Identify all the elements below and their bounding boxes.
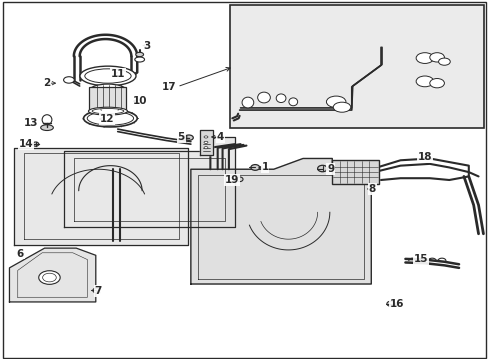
Ellipse shape [242, 97, 253, 108]
Text: 12: 12 [100, 114, 114, 124]
Text: 7: 7 [94, 286, 102, 296]
Ellipse shape [236, 177, 243, 181]
Bar [331, 160, 378, 184]
Ellipse shape [250, 165, 259, 170]
Ellipse shape [288, 98, 297, 106]
Ellipse shape [33, 142, 39, 146]
Text: 6: 6 [17, 248, 24, 258]
Polygon shape [14, 148, 188, 244]
Ellipse shape [429, 53, 444, 62]
Text: 11: 11 [110, 69, 125, 79]
Text: 10: 10 [132, 96, 146, 106]
Ellipse shape [80, 66, 136, 86]
Ellipse shape [415, 53, 433, 63]
Ellipse shape [429, 78, 444, 88]
Ellipse shape [39, 271, 60, 284]
Ellipse shape [184, 135, 193, 140]
Polygon shape [199, 130, 212, 155]
Ellipse shape [332, 102, 350, 112]
Text: 16: 16 [388, 299, 403, 309]
Text: 1: 1 [261, 162, 268, 172]
Ellipse shape [203, 136, 207, 138]
Polygon shape [9, 248, 96, 302]
Ellipse shape [63, 77, 74, 83]
Bar [89, 87, 126, 112]
Ellipse shape [317, 165, 327, 172]
Ellipse shape [438, 58, 449, 65]
Ellipse shape [257, 92, 270, 103]
Polygon shape [64, 137, 234, 226]
Ellipse shape [89, 84, 126, 96]
Ellipse shape [93, 288, 100, 293]
Text: 2: 2 [43, 78, 51, 88]
Ellipse shape [88, 107, 127, 115]
Ellipse shape [42, 273, 56, 282]
Polygon shape [190, 158, 370, 284]
Text: 5: 5 [177, 132, 184, 142]
Text: 3: 3 [143, 41, 150, 50]
Ellipse shape [203, 147, 207, 149]
Ellipse shape [42, 115, 52, 125]
Ellipse shape [276, 94, 285, 103]
Text: 4: 4 [216, 132, 224, 142]
Ellipse shape [203, 141, 207, 143]
Text: 18: 18 [417, 152, 431, 162]
Ellipse shape [92, 108, 123, 114]
Ellipse shape [135, 57, 144, 62]
Ellipse shape [326, 96, 345, 108]
Ellipse shape [136, 52, 143, 57]
Ellipse shape [41, 125, 53, 131]
Ellipse shape [386, 301, 394, 306]
Text: 19: 19 [224, 175, 239, 185]
Bar [229, 5, 484, 128]
Text: 17: 17 [161, 82, 176, 92]
Text: 8: 8 [368, 184, 375, 194]
Ellipse shape [84, 69, 131, 83]
Text: 14: 14 [19, 139, 33, 149]
Text: 13: 13 [23, 118, 38, 128]
Text: 9: 9 [326, 164, 334, 174]
Ellipse shape [415, 76, 433, 87]
Text: 15: 15 [413, 254, 427, 264]
